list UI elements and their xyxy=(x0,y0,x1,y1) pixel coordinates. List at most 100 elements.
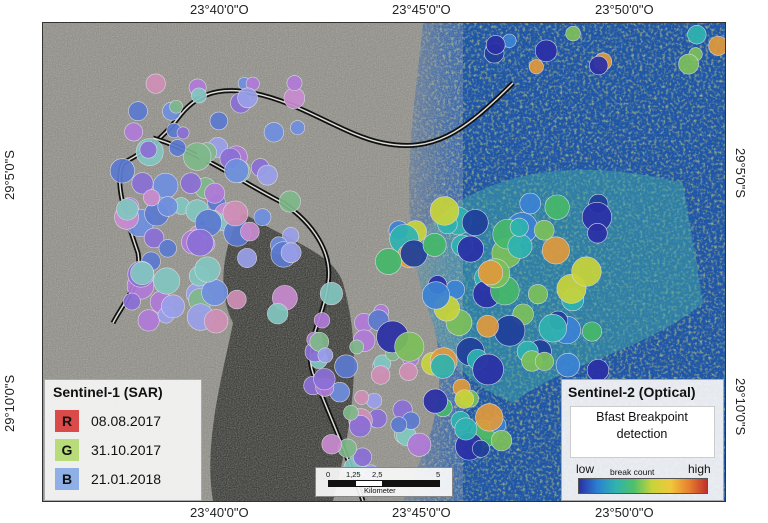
pivot-field xyxy=(565,26,581,42)
ramp-high-label: high xyxy=(688,462,711,476)
detection-label: Bfast Breakpoint detection xyxy=(596,410,688,441)
pivot-field xyxy=(319,282,343,306)
pivot-field xyxy=(321,434,342,455)
pivot-field xyxy=(183,142,212,171)
pivot-field xyxy=(137,309,160,332)
pivot-field xyxy=(366,392,383,409)
pivot-field xyxy=(390,416,408,433)
pivot-field xyxy=(371,365,391,385)
pivot-field xyxy=(290,120,306,136)
pivot-field xyxy=(153,267,181,295)
break-count-color-ramp xyxy=(578,478,708,494)
pivot-field xyxy=(128,101,148,122)
optical-legend: Sentinel-2 (Optical) Bfast Breakpoint de… xyxy=(561,379,724,501)
scale-segment-1 xyxy=(328,480,356,487)
pivot-field xyxy=(109,158,135,184)
coord-top-3: 23°50'0"O xyxy=(595,2,654,17)
coord-right-1: 29°5'0"S xyxy=(733,148,748,198)
pivot-field xyxy=(143,189,161,207)
pivot-field xyxy=(313,312,331,329)
band-g-swatch: G xyxy=(55,439,79,461)
pivot-field xyxy=(589,55,609,76)
pivot-field xyxy=(430,353,456,379)
pivot-field xyxy=(352,447,372,467)
pivot-field xyxy=(237,248,257,268)
pivot-field xyxy=(534,351,554,371)
scale-label-2: 2,5 xyxy=(372,470,383,479)
coord-right-2: 29°10'0"S xyxy=(733,378,748,436)
pivot-field xyxy=(349,339,365,355)
pivot-field xyxy=(124,122,144,142)
pivot-field xyxy=(123,292,141,311)
pivot-field xyxy=(186,228,214,257)
pivot-field xyxy=(454,417,478,441)
pivot-field xyxy=(538,314,567,343)
pivot-field xyxy=(399,362,418,381)
pivot-field xyxy=(263,122,284,143)
pivot-field xyxy=(253,208,272,226)
pivot-field xyxy=(313,368,336,391)
pivot-field xyxy=(587,223,608,244)
pivot-field xyxy=(116,198,139,221)
ramp-caption: break count xyxy=(610,467,655,477)
pivot-field xyxy=(161,294,185,319)
scale-bar: 0 1,25 2,5 5 Kilometer xyxy=(315,467,453,497)
coord-left-1: 29°5'0"S xyxy=(2,150,17,200)
scale-segment-3 xyxy=(382,480,440,487)
pivot-field xyxy=(130,261,154,286)
coord-bottom-2: 23°45'0"O xyxy=(392,505,451,520)
pivot-field xyxy=(394,331,425,362)
pivot-field xyxy=(169,99,183,114)
pivot-field xyxy=(176,126,190,140)
pivot-field xyxy=(343,405,359,421)
pivot-field xyxy=(586,359,610,382)
pivot-field xyxy=(222,200,249,227)
pivot-field xyxy=(237,87,258,109)
pivot-field xyxy=(194,256,221,283)
pivot-field xyxy=(528,59,544,75)
pivot-field xyxy=(544,194,570,220)
pivot-field xyxy=(279,190,301,213)
pivot-field xyxy=(267,303,289,325)
pivot-field xyxy=(472,439,490,458)
coord-top-1: 23°40'0"O xyxy=(190,2,249,17)
pivot-field xyxy=(555,353,580,378)
band-r-date: 08.08.2017 xyxy=(91,413,162,429)
coord-top-2: 23°45'0"O xyxy=(392,2,451,17)
pivot-field xyxy=(209,111,229,131)
pivot-field xyxy=(354,390,370,405)
pivot-field xyxy=(168,139,187,157)
pivot-field xyxy=(421,281,450,310)
pivot-field xyxy=(485,35,506,55)
pivot-field xyxy=(571,256,602,287)
pivot-field xyxy=(227,289,247,310)
pivot-field xyxy=(490,430,513,452)
pivot-field xyxy=(422,388,448,414)
pivot-field xyxy=(334,354,358,379)
pivot-field xyxy=(541,236,570,265)
pivot-field xyxy=(157,196,178,217)
pivot-field xyxy=(477,260,504,286)
pivot-field xyxy=(422,232,447,257)
pivot-field xyxy=(224,158,249,184)
pivot-field xyxy=(143,227,165,249)
pivot-field xyxy=(204,182,225,204)
pivot-field xyxy=(204,309,229,334)
optical-legend-title: Sentinel-2 (Optical) xyxy=(568,384,696,400)
pivot-field xyxy=(493,315,526,347)
pivot-field xyxy=(507,233,533,259)
pivot-field xyxy=(257,164,278,186)
sar-legend: Sentinel-1 (SAR) R 08.08.2017 G 31.10.20… xyxy=(44,379,202,501)
pivot-field xyxy=(407,432,432,457)
river-north-bank xyxy=(112,82,514,324)
pivot-field xyxy=(429,196,460,226)
band-g-date: 31.10.2017 xyxy=(91,442,162,458)
sar-legend-title: Sentinel-1 (SAR) xyxy=(53,384,163,400)
coord-bottom-3: 23°50'0"O xyxy=(595,505,654,520)
scale-unit: Kilometer xyxy=(364,486,396,495)
pivot-field xyxy=(139,140,158,159)
scale-label-3: 5 xyxy=(436,470,441,479)
pivot-field xyxy=(475,403,504,432)
pivot-field xyxy=(527,284,548,305)
pivot-field xyxy=(476,315,499,338)
